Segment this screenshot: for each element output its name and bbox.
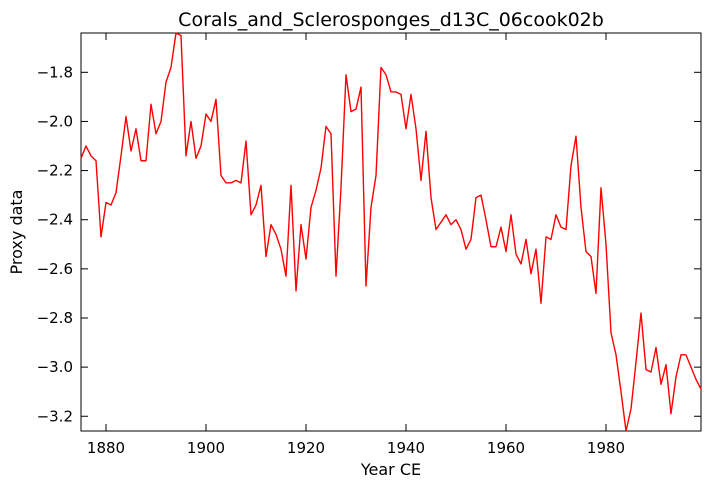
y-tick-label: −2.2 xyxy=(37,162,73,180)
y-tick-label: −2.4 xyxy=(37,211,73,229)
y-tick-label: −2.6 xyxy=(37,260,73,278)
x-tick-label: 1940 xyxy=(387,439,425,457)
chart-title: Corals_and_Sclerosponges_d13C_06cook02b xyxy=(178,9,604,31)
x-tick-label: 1900 xyxy=(187,439,225,457)
y-tick-label: −3.0 xyxy=(37,358,73,376)
x-tick-label: 1920 xyxy=(287,439,325,457)
y-tick-label: −1.8 xyxy=(37,63,73,81)
y-tick-label: −2.0 xyxy=(37,112,73,130)
series-line xyxy=(80,32,702,432)
series-layer xyxy=(80,32,702,432)
y-tick-label: −2.8 xyxy=(37,309,73,327)
x-axis-label: Year CE xyxy=(360,460,421,479)
y-axis-ticks: −1.8 −2.0 −2.2 −2.4 −2.6 −2.8 −3.0 −3.2 xyxy=(37,63,701,425)
x-tick-label: 1980 xyxy=(587,439,625,457)
x-tick-label: 1880 xyxy=(87,439,125,457)
y-axis-label: Proxy data xyxy=(7,190,26,275)
plot-area: 1880 1900 1920 1940 1960 1980 −1.8 −2.0 −2.2 −2.… xyxy=(37,32,702,457)
y-tick-label: −3.2 xyxy=(37,407,73,425)
x-axis-ticks: 1880 1900 1920 1940 1960 1980 xyxy=(87,33,625,457)
plot-frame xyxy=(80,32,702,432)
x-tick-label: 1960 xyxy=(487,439,525,457)
